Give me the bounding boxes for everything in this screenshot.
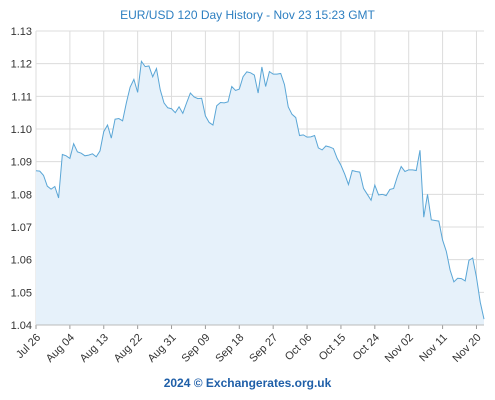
y-tick-label: 1.08 <box>11 189 32 201</box>
y-axis-tick-labels: 1.04 1.05 1.06 1.07 1.08 1.09 1.10 1.11 1.12 1.13 <box>11 26 32 332</box>
series-line <box>35 60 485 320</box>
y-tick-label: 1.04 <box>11 320 32 332</box>
series-area-fill <box>36 61 484 325</box>
x-tick-label: Aug 13 <box>78 332 111 365</box>
x-tick-label: Sep 18 <box>213 332 246 365</box>
x-tick-label: Sep 27 <box>247 332 280 365</box>
y-tick-label: 1.11 <box>11 91 32 103</box>
x-tick-label: Sep 09 <box>179 332 212 365</box>
x-tick-label: Jul 26 <box>14 332 43 361</box>
x-tick-label: Aug 04 <box>44 332 77 365</box>
y-tick-label: 1.12 <box>11 59 32 71</box>
y-tick-label: 1.07 <box>11 222 32 234</box>
x-tick-label: Aug 31 <box>146 332 179 365</box>
x-tick-label: Nov 02 <box>383 332 416 365</box>
x-tick-label: Nov 20 <box>451 332 484 365</box>
x-tick-label: Aug 22 <box>112 332 145 365</box>
y-tick-label: 1.05 <box>11 287 32 299</box>
x-tick-label: Oct 06 <box>283 332 314 363</box>
x-tick-label: Oct 15 <box>317 332 348 363</box>
y-tick-label: 1.13 <box>11 26 32 38</box>
x-tick-label: Nov 11 <box>417 332 450 365</box>
y-tick-label: 1.06 <box>11 255 32 267</box>
x-axis-tick-labels: Jul 26 Aug 04 Aug 13 Aug 22 Aug 31 Sep 09 Sep … <box>14 332 484 365</box>
y-tick-label: 1.10 <box>11 124 32 136</box>
x-tick-label: Oct 24 <box>351 332 382 363</box>
footer-credit: 2024 © Exchangerates.org.uk <box>163 376 332 390</box>
chart-title: EUR/USD 120 Day History - Nov 23 15:23 G… <box>120 8 375 22</box>
y-tick-label: 1.09 <box>11 157 32 169</box>
